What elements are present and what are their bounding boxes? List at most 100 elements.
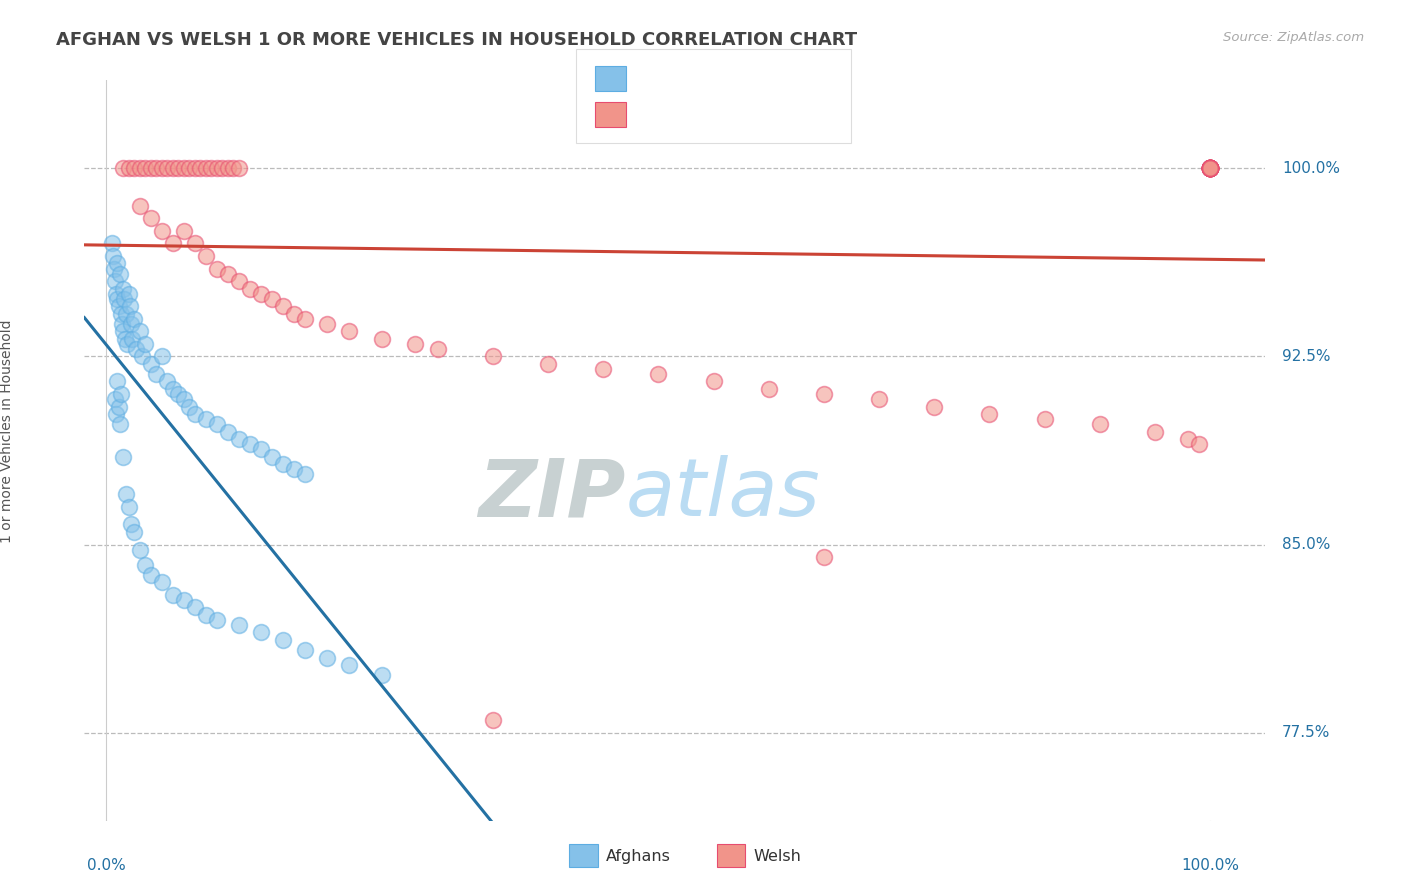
Point — [150, 161, 173, 175]
Text: Source: ZipAtlas.com: Source: ZipAtlas.com — [1223, 31, 1364, 45]
Point — [117, 500, 139, 514]
Point — [271, 457, 294, 471]
Text: 85.0%: 85.0% — [1282, 537, 1330, 552]
Point — [139, 567, 162, 582]
Point — [1199, 161, 1222, 175]
Point — [117, 161, 139, 175]
Text: atlas: atlas — [626, 456, 820, 533]
Point — [162, 382, 184, 396]
Point — [179, 400, 201, 414]
Point — [1199, 161, 1222, 175]
Point — [134, 161, 156, 175]
Point — [184, 161, 207, 175]
Point — [145, 367, 167, 381]
Text: 100.0%: 100.0% — [1282, 161, 1340, 176]
Point — [205, 613, 228, 627]
Point — [139, 211, 162, 226]
Point — [1199, 161, 1222, 175]
Point — [122, 161, 145, 175]
Point — [211, 161, 233, 175]
Point — [150, 349, 173, 363]
Point — [104, 274, 127, 288]
Point — [101, 236, 124, 251]
Point — [217, 425, 239, 439]
Point — [122, 524, 145, 539]
Point — [405, 336, 427, 351]
Point — [868, 392, 890, 406]
Point — [111, 161, 134, 175]
Point — [107, 299, 129, 313]
Point — [1199, 161, 1222, 175]
Point — [260, 450, 283, 464]
Point — [1199, 161, 1222, 175]
Point — [120, 517, 142, 532]
Text: 92.5%: 92.5% — [1282, 349, 1330, 364]
Point — [371, 668, 394, 682]
Point — [128, 324, 150, 338]
Point — [813, 387, 835, 401]
Point — [120, 317, 142, 331]
Point — [114, 332, 136, 346]
Point — [205, 417, 228, 431]
Point — [979, 407, 1001, 421]
Point — [108, 267, 131, 281]
Point — [1199, 161, 1222, 175]
Point — [200, 161, 222, 175]
Point — [111, 450, 134, 464]
Text: 0.0%: 0.0% — [87, 858, 125, 873]
Text: AFGHAN VS WELSH 1 OR MORE VEHICLES IN HOUSEHOLD CORRELATION CHART: AFGHAN VS WELSH 1 OR MORE VEHICLES IN HO… — [56, 31, 858, 49]
Point — [121, 332, 143, 346]
Point — [107, 292, 129, 306]
Point — [316, 650, 339, 665]
Point — [1177, 432, 1199, 446]
Point — [1199, 161, 1222, 175]
Point — [217, 267, 239, 281]
Point — [173, 224, 195, 238]
Point — [1088, 417, 1111, 431]
Point — [110, 387, 132, 401]
Point — [337, 658, 360, 673]
Point — [426, 342, 449, 356]
Point — [1143, 425, 1166, 439]
Point — [1199, 161, 1222, 175]
Point — [260, 292, 283, 306]
Point — [250, 286, 273, 301]
Point — [1033, 412, 1056, 426]
Point — [118, 299, 141, 313]
Point — [205, 261, 228, 276]
Point — [1199, 161, 1222, 175]
Point — [283, 462, 305, 476]
Point — [111, 282, 134, 296]
Point — [1199, 161, 1222, 175]
Point — [145, 161, 167, 175]
Point — [112, 292, 135, 306]
Point — [107, 256, 129, 270]
Point — [117, 336, 139, 351]
Text: ZIP: ZIP — [478, 456, 626, 533]
Point — [1199, 161, 1222, 175]
Point — [1199, 161, 1222, 175]
Point — [271, 299, 294, 313]
Point — [239, 437, 262, 451]
Point — [167, 387, 190, 401]
Point — [105, 407, 128, 421]
Point — [481, 713, 503, 727]
Point — [371, 332, 394, 346]
Point — [1199, 161, 1222, 175]
Point — [537, 357, 560, 371]
Point — [150, 575, 173, 590]
Point — [103, 261, 125, 276]
Point — [1199, 161, 1222, 175]
Point — [111, 317, 134, 331]
Point — [702, 375, 724, 389]
Point — [156, 161, 179, 175]
Point — [217, 161, 239, 175]
Point — [194, 161, 217, 175]
Point — [1199, 161, 1222, 175]
Point — [179, 161, 201, 175]
Point — [134, 336, 156, 351]
Point — [115, 487, 138, 501]
Point — [250, 442, 273, 457]
Point — [294, 467, 316, 482]
Point — [813, 550, 835, 565]
